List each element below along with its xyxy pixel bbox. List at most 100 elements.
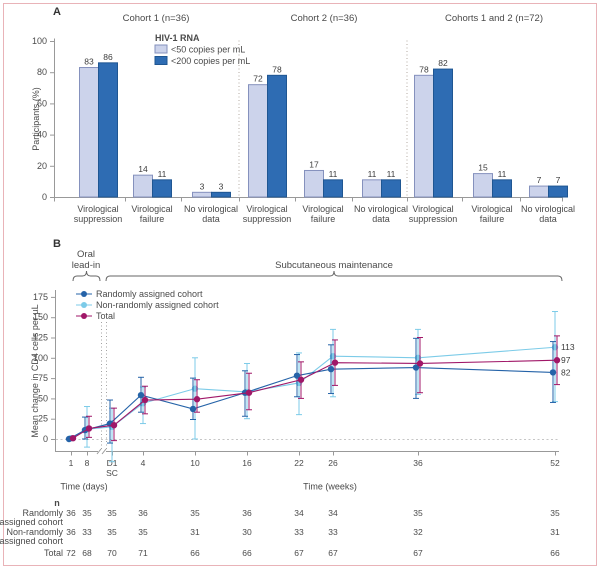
data-point xyxy=(245,389,253,396)
a-legend-swatch xyxy=(154,44,168,54)
table-cell: 35 xyxy=(138,527,148,537)
a-category-label: Virological xyxy=(131,204,172,214)
table-cell: 70 xyxy=(107,548,117,558)
table-cell: 35 xyxy=(107,527,117,537)
table-cell: 30 xyxy=(242,527,252,537)
bar-value-label: 86 xyxy=(103,52,113,62)
a-category-label: No virological xyxy=(354,204,408,214)
cohort-title: Cohort 2 (n=36) xyxy=(291,13,358,24)
bar xyxy=(192,191,212,198)
bar xyxy=(492,179,512,198)
table-cell: 66 xyxy=(242,548,252,558)
bar-value-label: 11 xyxy=(368,169,377,179)
table-cell: 31 xyxy=(190,527,200,537)
axis-break-mask xyxy=(98,448,106,456)
b-y-tick-label: 175 xyxy=(33,292,48,302)
a-y-tick-label: 0 xyxy=(42,192,47,202)
bar xyxy=(473,173,493,198)
b-x-tick-label: 26 xyxy=(328,458,338,468)
b-legend-label: Total xyxy=(96,311,115,321)
table-cell: 67 xyxy=(328,548,338,558)
axis-break xyxy=(96,448,102,455)
bar-value-label: 7 xyxy=(537,175,542,185)
bar xyxy=(211,191,231,198)
table-cell: 68 xyxy=(82,548,92,558)
data-point xyxy=(297,376,305,383)
b-y-tick-label: 150 xyxy=(33,312,48,322)
b-y-tick-label: 75 xyxy=(38,373,48,383)
table-cell: 35 xyxy=(413,508,423,518)
axis-break xyxy=(101,448,107,455)
table-row-label: Non-randomly xyxy=(6,527,63,537)
a-category-label: data xyxy=(202,214,220,224)
bar-value-label: 11 xyxy=(498,169,507,179)
bar xyxy=(152,179,172,198)
phase-label-sc: Subcutaneous maintenance xyxy=(275,260,393,271)
table-cell: 35 xyxy=(107,508,117,518)
data-point xyxy=(110,421,118,429)
a-category-label: No virological xyxy=(521,204,575,214)
b-y-tick-label: 0 xyxy=(43,434,48,444)
cohort-title: Cohort 1 (n=36) xyxy=(123,13,190,24)
b-x-tick-label: 16 xyxy=(242,458,252,468)
bar-value-label: 17 xyxy=(309,159,319,169)
bar-value-label: 11 xyxy=(158,169,167,179)
b-x-tick-label: 1 xyxy=(69,458,74,468)
bar-value-label: 11 xyxy=(329,169,338,179)
table-cell: 34 xyxy=(328,508,338,518)
a-y-tick-label: 100 xyxy=(32,36,47,46)
data-point xyxy=(69,434,77,442)
bar xyxy=(362,179,382,198)
table-cell: 36 xyxy=(66,508,76,518)
bar xyxy=(548,185,568,198)
bar-value-label: 82 xyxy=(438,58,448,68)
sc-maintenance-brace xyxy=(105,270,563,282)
table-row-label: assigned cohort xyxy=(0,536,63,546)
phase-label-oral: Oral xyxy=(77,249,95,260)
table-cell: 31 xyxy=(550,527,560,537)
a-category-label: suppression xyxy=(243,214,292,224)
bar xyxy=(381,179,401,198)
data-point xyxy=(327,365,335,373)
table-cell: 33 xyxy=(294,527,304,537)
table-cell: 34 xyxy=(294,508,304,518)
end-value-label: 97 xyxy=(561,355,571,365)
a-category-label: Virological xyxy=(246,204,287,214)
a-category-label: Virological xyxy=(77,204,118,214)
a-category-label: failure xyxy=(480,214,505,224)
a-category-label: data xyxy=(539,214,557,224)
data-point xyxy=(193,396,201,403)
bar-value-label: 83 xyxy=(84,57,94,67)
b-x-tick-label: 4 xyxy=(141,458,146,468)
a-category-label: Virological xyxy=(302,204,343,214)
b-legend-label: Non-randomly assigned cohort xyxy=(96,300,219,310)
bar-value-label: 14 xyxy=(138,164,148,174)
bar-value-label: 11 xyxy=(387,169,396,179)
phase-label-oral: lead-in xyxy=(72,260,101,271)
table-row-label: Total xyxy=(44,548,63,558)
b-legend-marker xyxy=(81,291,87,297)
table-cell: 33 xyxy=(328,527,338,537)
table-cell: 66 xyxy=(190,548,200,558)
a-category-label: failure xyxy=(140,214,165,224)
a-category-label: No virological xyxy=(184,204,238,214)
data-point xyxy=(416,360,424,367)
data-point xyxy=(141,396,149,404)
bar xyxy=(79,67,99,198)
series-line xyxy=(70,346,556,439)
bar-value-label: 78 xyxy=(419,64,429,74)
b-x-tick-label: 8 xyxy=(85,458,90,468)
b-x-sc-label: SC xyxy=(106,468,118,478)
bar xyxy=(323,179,343,198)
table-cell: 35 xyxy=(82,508,92,518)
data-point xyxy=(553,357,561,364)
a-legend-swatch xyxy=(154,56,168,65)
bar xyxy=(267,74,287,198)
b-x-tick-label: 52 xyxy=(550,458,560,468)
bar xyxy=(98,62,118,198)
bar-value-label: 72 xyxy=(253,74,263,84)
table-cell: 35 xyxy=(190,508,200,518)
table-cell: 67 xyxy=(294,548,304,558)
a-legend-label: <200 copies per mL xyxy=(171,56,250,66)
